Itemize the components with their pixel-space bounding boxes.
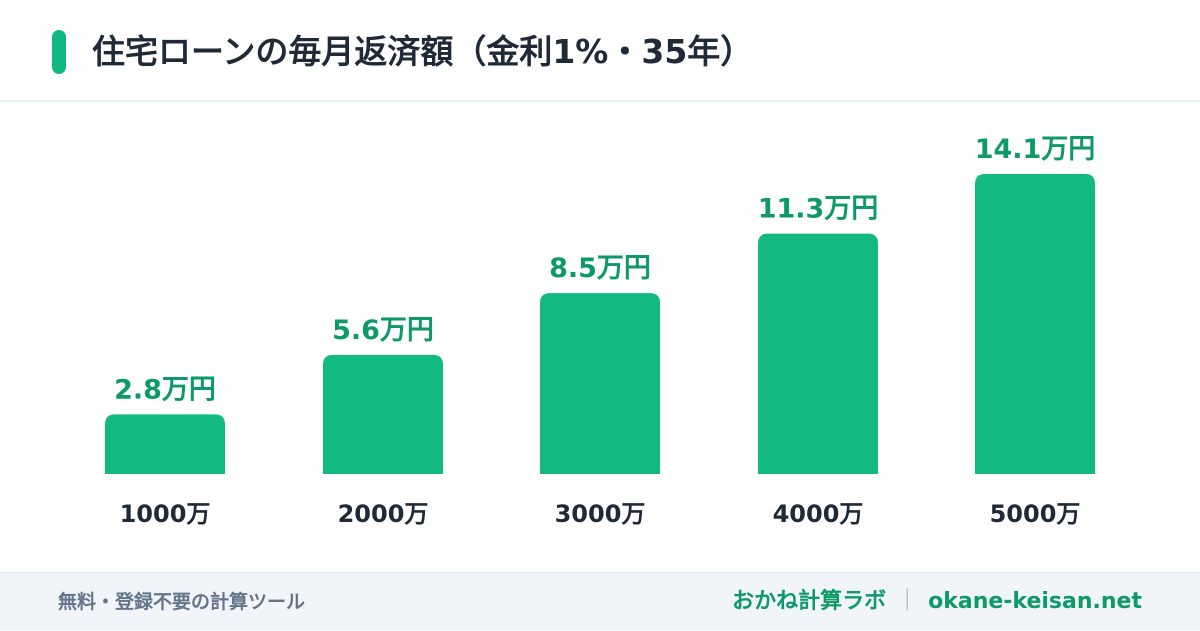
header: 住宅ローンの毎月返済額（金利1%・35年）: [0, 0, 1200, 102]
bar-1000万: [105, 414, 225, 474]
value-label: 14.1万円: [975, 134, 1096, 165]
bar-4000万: [758, 233, 878, 474]
bar-chart: 2.8万円 1000万 5.6万円 2000万 8.5万円 3000万 11.3万円 4000…: [105, 134, 1096, 528]
bar-5000万: [975, 174, 1095, 474]
footer-separator: ｜: [896, 589, 919, 614]
page-title: 住宅ローンの毎月返済額（金利1%・35年）: [92, 32, 754, 71]
footer-brand-name[interactable]: おかね計算ラボ: [732, 589, 887, 614]
bar-2000万: [323, 354, 443, 474]
value-label: 8.5万円: [549, 253, 651, 284]
bar-3000万: [540, 293, 660, 474]
footer-brand-block[interactable]: おかね計算ラボ ｜ okane-keisan.net: [732, 573, 1142, 631]
category-label: 3000万: [555, 500, 646, 528]
value-label: 11.3万円: [758, 194, 879, 225]
category-label: 1000万: [120, 500, 211, 528]
footer-domain-link[interactable]: okane-keisan.net: [928, 589, 1142, 614]
category-label: 4000万: [773, 500, 864, 528]
footer-tagline: 無料・登録不要の計算ツール: [58, 591, 306, 613]
title-accent-bar: [52, 30, 66, 74]
category-label: 5000万: [990, 500, 1081, 528]
value-label: 5.6万円: [332, 315, 434, 346]
category-label: 2000万: [338, 500, 429, 528]
value-label: 2.8万円: [114, 374, 216, 405]
footer: 無料・登録不要の計算ツール おかね計算ラボ ｜ okane-keisan.net: [0, 572, 1200, 630]
